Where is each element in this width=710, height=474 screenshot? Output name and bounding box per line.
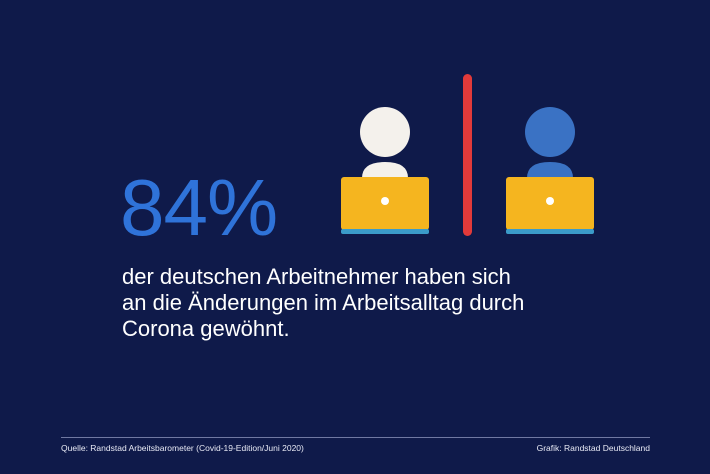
person-shoulders	[362, 162, 408, 178]
person-at-laptop-icon	[506, 107, 594, 234]
divider-bar	[463, 74, 472, 236]
person-head	[525, 107, 575, 157]
laptop-base	[341, 229, 429, 234]
laptop-base	[506, 229, 594, 234]
statistic-description: der deutschen Arbeitnehmer haben sich an…	[122, 264, 602, 342]
footer-divider	[61, 437, 650, 438]
percent-statistic: 84%	[120, 163, 278, 252]
description-line: Corona gewöhnt.	[122, 316, 290, 341]
source-note: Quelle: Randstad Arbeitsbarometer (Covid…	[61, 443, 304, 453]
laptop-logo	[381, 197, 389, 205]
person-head	[360, 107, 410, 157]
description-line: an die Änderungen im Arbeitsalltag durch	[122, 290, 525, 315]
person-at-laptop-icon	[341, 107, 429, 234]
graphic-credit: Grafik: Randstad Deutschland	[536, 443, 650, 453]
person-shoulders	[527, 162, 573, 178]
description-line: der deutschen Arbeitnehmer haben sich	[122, 264, 511, 289]
laptop-logo	[546, 197, 554, 205]
